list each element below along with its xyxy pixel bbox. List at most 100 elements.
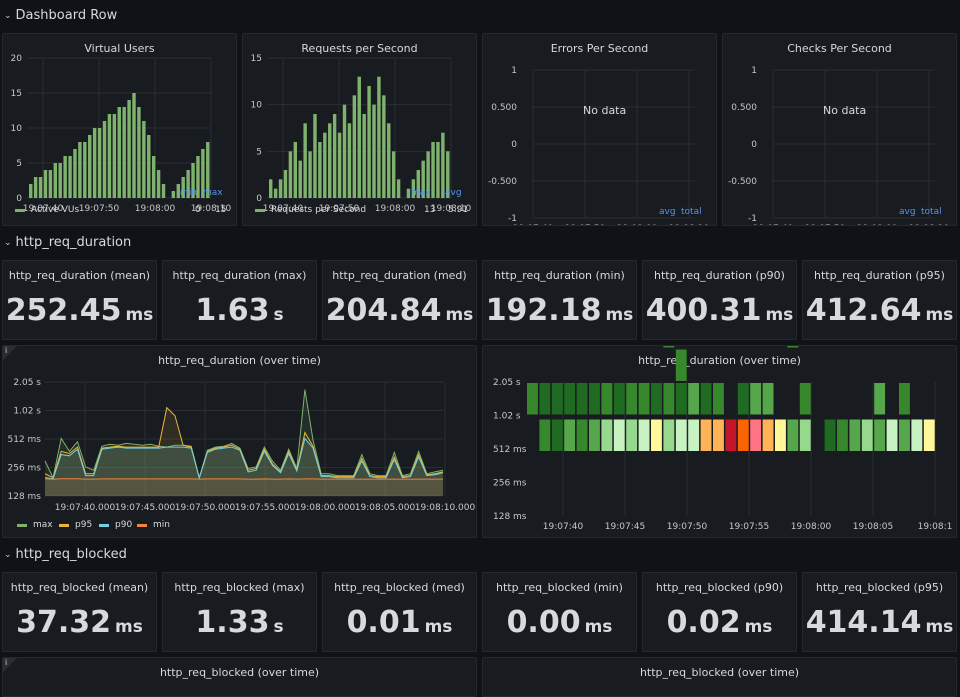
legend-value-max: 13 bbox=[424, 205, 436, 215]
heatmap-cell bbox=[675, 419, 687, 451]
legend-header-avg[interactable]: avg bbox=[899, 207, 916, 217]
y-tick-label: 0.500 bbox=[731, 103, 757, 113]
legend-header-min[interactable]: min bbox=[180, 188, 197, 198]
bar bbox=[68, 156, 72, 198]
stat-blocked-med[interactable]: http_req_blocked (med) 0.01 ms bbox=[322, 572, 477, 652]
legend-header-max[interactable]: max bbox=[203, 188, 223, 198]
stat-number: 252.45 bbox=[5, 293, 122, 328]
legend-header-max[interactable]: max bbox=[411, 188, 431, 198]
x-tick-label: 19:08:05.000 bbox=[355, 503, 416, 513]
info-icon[interactable]: i bbox=[3, 346, 17, 360]
panel-requests-per-second[interactable]: Requests per Second 15 10 5 0 19:07:40 19:07:… bbox=[242, 33, 477, 226]
legend-item-active-vus[interactable]: Active VUs bbox=[15, 205, 79, 215]
info-icon[interactable]: i bbox=[3, 658, 17, 672]
legend-swatch bbox=[59, 523, 69, 527]
x-tick-label: 19:08:1 bbox=[918, 522, 953, 532]
bar bbox=[78, 142, 82, 198]
bar bbox=[303, 123, 307, 198]
panel-virtual-users[interactable]: Virtual Users 20 15 10 5 0 19:07:40 19:07:50 19… bbox=[2, 33, 237, 226]
y-tick-label: -0.500 bbox=[728, 177, 757, 187]
stat-unit: ms bbox=[125, 305, 154, 325]
stat-title: http_req_blocked (med) bbox=[334, 581, 465, 594]
legend-item-p90[interactable]: p90 bbox=[99, 520, 132, 530]
row-dashboard[interactable]: ⌄ Dashboard Row bbox=[4, 8, 117, 23]
panel-blocked-heatmap[interactable]: http_req_blocked (over time) bbox=[482, 657, 957, 697]
y-tick-label: 128 ms bbox=[493, 512, 527, 522]
legend-header-avg[interactable]: avg bbox=[445, 188, 462, 198]
stat-unit: ms bbox=[925, 305, 954, 325]
stat-duration-mean[interactable]: http_req_duration (mean) 252.45 ms bbox=[2, 260, 157, 340]
eps-chart: 1 0.500 0 -0.500 -119:07:40 19:07:50 19:08:00 1… bbox=[488, 66, 709, 226]
stat-title: http_req_duration (min) bbox=[494, 269, 625, 282]
panel-duration-heatmap[interactable]: http_req_duration (over time) 2.05 s 1.02… bbox=[482, 345, 957, 538]
x-tick-label: 19:07:55.000 bbox=[235, 503, 296, 513]
y-tick-label: 256 ms bbox=[493, 479, 527, 489]
stat-value: 412.64 ms bbox=[803, 293, 956, 328]
stat-blocked-p90[interactable]: http_req_blocked (p90) 0.02 ms bbox=[642, 572, 797, 652]
heatmap-cell bbox=[737, 383, 749, 415]
panel-duration-over-time[interactable]: i http_req_duration (over time) 2.05 s 1.… bbox=[2, 345, 477, 538]
rps-chart: 15 10 5 019:07:40 19:07:50 19:08:00 19:08:10 bbox=[251, 54, 472, 214]
y-tick-label: 10 bbox=[251, 101, 263, 111]
row-http-req-duration[interactable]: ⌄ http_req_duration bbox=[4, 235, 131, 250]
legend-item-p95[interactable]: p95 bbox=[59, 520, 92, 530]
stat-blocked-min[interactable]: http_req_blocked (min) 0.00 ms bbox=[482, 572, 637, 652]
heatmap-cell bbox=[874, 419, 886, 451]
bar bbox=[328, 123, 332, 198]
y-tick-label: 0.500 bbox=[491, 103, 517, 113]
row-title: http_req_duration bbox=[15, 235, 132, 250]
legend-header-avg[interactable]: avg bbox=[659, 207, 676, 217]
bar bbox=[176, 184, 180, 198]
stat-blocked-p95[interactable]: http_req_blocked (p95) 414.14 ms bbox=[802, 572, 957, 652]
bar bbox=[83, 142, 87, 198]
legend-header-total[interactable]: total bbox=[681, 207, 702, 217]
panel-checks-per-second[interactable]: Checks Per Second 1 0.500 0 -0.500 -119:07:4… bbox=[722, 33, 957, 226]
legend-item-max[interactable]: max bbox=[17, 520, 53, 530]
info-glyph: i bbox=[5, 346, 8, 355]
series-area-p95 bbox=[45, 407, 443, 496]
heatmap-cell bbox=[638, 383, 650, 415]
panel-title: http_req_blocked (over time) bbox=[639, 666, 800, 679]
stat-duration-p90[interactable]: http_req_duration (p90) 400.31 ms bbox=[642, 260, 797, 340]
stat-title: http_req_duration (mean) bbox=[8, 269, 151, 282]
bar bbox=[431, 142, 435, 198]
row-http-req-blocked[interactable]: ⌄ http_req_blocked bbox=[4, 547, 127, 562]
y-tick-label: 20 bbox=[11, 54, 23, 64]
x-tick-label: 19:07:50.000 bbox=[175, 503, 236, 513]
stat-duration-p95[interactable]: http_req_duration (p95) 412.64 ms bbox=[802, 260, 957, 340]
bar bbox=[406, 188, 411, 198]
heatmap-cell bbox=[675, 349, 687, 381]
legend-item-min[interactable]: min bbox=[137, 520, 170, 530]
panel-blocked-over-time[interactable]: i http_req_blocked (over time) bbox=[2, 657, 477, 697]
stat-duration-med[interactable]: http_req_duration (med) 204.84 ms bbox=[322, 260, 477, 340]
heatmap-cell bbox=[688, 419, 700, 451]
stat-duration-min[interactable]: http_req_duration (min) 192.18 ms bbox=[482, 260, 637, 340]
heatmap-cell bbox=[762, 419, 774, 451]
stat-unit: ms bbox=[115, 617, 143, 637]
y-tick-label: 0 bbox=[256, 194, 262, 204]
stat-unit: ms bbox=[605, 305, 634, 325]
stat-blocked-max[interactable]: http_req_blocked (max) 1.33 s bbox=[162, 572, 317, 652]
legend-header-total[interactable]: total bbox=[921, 207, 942, 217]
x-tick-label: 19:07:40 bbox=[513, 224, 554, 226]
heatmap-cell bbox=[899, 419, 910, 451]
panel-errors-per-second[interactable]: Errors Per Second 1 0.500 0 -0.500 -119:07:4… bbox=[482, 33, 717, 226]
bar bbox=[283, 170, 288, 198]
bar bbox=[421, 160, 425, 198]
bar bbox=[426, 151, 430, 198]
bar bbox=[446, 151, 450, 198]
stat-duration-max[interactable]: http_req_duration (max) 1.63 s bbox=[162, 260, 317, 340]
heatmap-cell bbox=[551, 383, 563, 415]
legend-item-rps[interactable]: Requests per Second bbox=[255, 205, 366, 215]
stat-blocked-mean[interactable]: http_req_blocked (mean) 37.32 ms bbox=[2, 572, 157, 652]
row-title: http_req_blocked bbox=[15, 547, 127, 562]
y-tick-label: 128 ms bbox=[8, 492, 42, 502]
y-tick-label: -1 bbox=[508, 214, 517, 224]
stat-unit: ms bbox=[744, 617, 773, 637]
legend-swatch bbox=[15, 208, 25, 212]
stat-number: 412.64 bbox=[805, 293, 922, 328]
stat-unit: s bbox=[273, 617, 284, 637]
series-area-min bbox=[45, 478, 443, 496]
stat-value: 252.45 ms bbox=[3, 293, 156, 328]
x-tick-label: 19:08:00 bbox=[791, 522, 832, 532]
